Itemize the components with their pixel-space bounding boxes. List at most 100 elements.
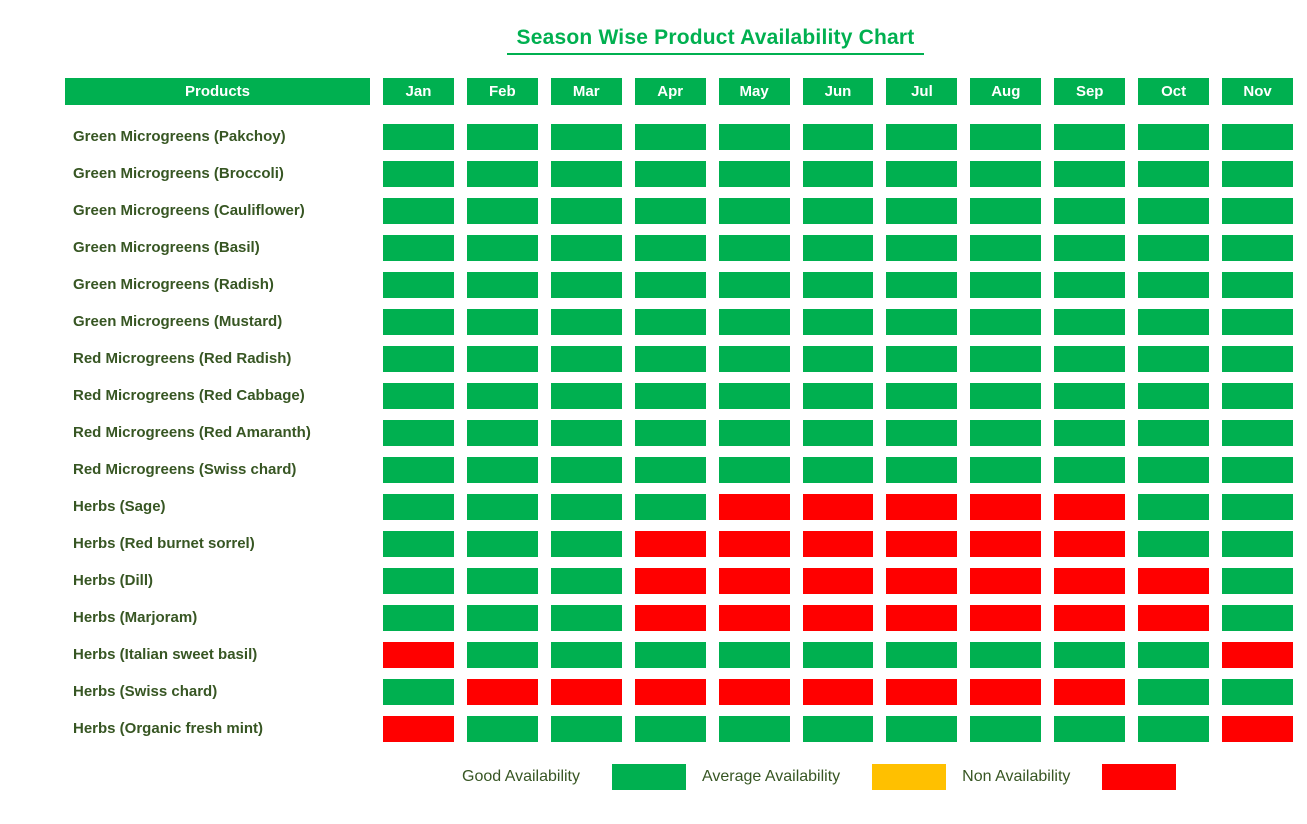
availability-cell-oct [1138, 420, 1210, 446]
availability-cell-aug [970, 235, 1042, 261]
availability-cell-jun [802, 494, 874, 520]
availability-cell-nov [1222, 124, 1293, 150]
availability-cell-oct [1138, 716, 1210, 742]
availability-cell-jan [383, 457, 454, 483]
availability-cell-nov [1222, 716, 1293, 742]
availability-cell-may [718, 642, 790, 668]
availability-cell-aug [970, 568, 1042, 594]
availability-cell-nov [1222, 642, 1293, 668]
product-label: Herbs (Italian sweet basil) [73, 646, 258, 663]
availability-cell-aug [970, 679, 1042, 705]
availability-cell-aug [970, 494, 1042, 520]
availability-cell-apr [634, 679, 706, 705]
availability-cell-feb [466, 716, 538, 742]
products-column-header: Products [65, 78, 370, 105]
availability-cell-nov [1222, 457, 1293, 483]
availability-cell-feb [466, 346, 538, 372]
availability-cell-jul [886, 494, 958, 520]
availability-cell-jan [383, 716, 454, 742]
availability-cell-aug [970, 531, 1042, 557]
availability-cell-nov [1222, 531, 1293, 557]
legend-item-average: Average Availability [702, 764, 947, 790]
availability-cell-mar [550, 494, 622, 520]
availability-cell-may [718, 679, 790, 705]
availability-cell-mar [550, 531, 622, 557]
product-label: Red Microgreens (Red Amaranth) [73, 424, 311, 441]
product-label: Red Microgreens (Swiss chard) [73, 461, 297, 478]
availability-cell-sep [1054, 716, 1126, 742]
availability-cell-jan [383, 346, 454, 372]
availability-cell-aug [970, 124, 1042, 150]
availability-cell-mar [550, 309, 622, 335]
availability-cell-oct [1138, 457, 1210, 483]
availability-cell-jul [886, 235, 958, 261]
availability-cell-feb [466, 272, 538, 298]
availability-cell-jul [886, 531, 958, 557]
availability-cell-feb [466, 161, 538, 187]
product-label: Green Microgreens (Basil) [73, 239, 260, 256]
availability-cell-may [718, 235, 790, 261]
availability-cell-jun [802, 272, 874, 298]
product-label: Herbs (Organic fresh mint) [73, 720, 264, 737]
availability-cell-oct [1138, 605, 1210, 631]
product-label: Green Microgreens (Cauliflower) [73, 202, 305, 219]
product-label: Herbs (Swiss chard) [73, 683, 218, 700]
availability-cell-apr [634, 642, 706, 668]
availability-cell-jun [802, 198, 874, 224]
availability-cell-feb [466, 531, 538, 557]
availability-cell-jan [383, 235, 454, 261]
availability-cell-feb [466, 642, 538, 668]
availability-cell-may [718, 309, 790, 335]
availability-cell-apr [634, 383, 706, 409]
availability-cell-mar [550, 161, 622, 187]
availability-cell-may [718, 420, 790, 446]
availability-cell-feb [466, 383, 538, 409]
availability-cell-mar [550, 346, 622, 372]
availability-cell-aug [970, 457, 1042, 483]
availability-cell-oct [1138, 642, 1210, 668]
availability-cell-jan [383, 679, 454, 705]
month-header-feb: Feb [466, 78, 538, 105]
availability-cell-may [718, 346, 790, 372]
availability-cell-feb [466, 198, 538, 224]
availability-cell-jan [383, 531, 454, 557]
availability-cell-sep [1054, 642, 1126, 668]
availability-cell-oct [1138, 383, 1210, 409]
availability-cell-sep [1054, 383, 1126, 409]
availability-cell-apr [634, 235, 706, 261]
availability-cell-oct [1138, 679, 1210, 705]
availability-grid: Green Microgreens (Pakchoy) Green Microgr… [65, 124, 1293, 742]
availability-cell-oct [1138, 272, 1210, 298]
availability-cell-jul [886, 679, 958, 705]
availability-cell-mar [550, 235, 622, 261]
availability-cell-mar [550, 457, 622, 483]
availability-cell-sep [1054, 605, 1126, 631]
availability-cell-jun [802, 605, 874, 631]
availability-cell-may [718, 531, 790, 557]
legend-item-good: Good Availability [462, 764, 686, 790]
availability-cell-sep [1054, 420, 1126, 446]
availability-cell-jul [886, 124, 958, 150]
availability-cell-sep [1054, 161, 1126, 187]
availability-cell-jun [802, 161, 874, 187]
availability-cell-feb [466, 124, 538, 150]
product-label: Herbs (Dill) [73, 572, 154, 589]
availability-cell-feb [466, 420, 538, 446]
table-header-row: Products Jan Feb Mar Apr May Jun Jul Aug Sep Oct N… [65, 78, 1293, 105]
availability-cell-jul [886, 198, 958, 224]
availability-cell-aug [970, 383, 1042, 409]
availability-cell-nov [1222, 235, 1293, 261]
legend: Good Availability Average Availability Non… [462, 764, 1307, 790]
availability-cell-jul [886, 568, 958, 594]
legend-label-good: Good Availability [462, 768, 580, 785]
availability-cell-apr [634, 161, 706, 187]
month-header-sep: Sep [1054, 78, 1126, 105]
availability-cell-oct [1138, 198, 1210, 224]
availability-cell-jul [886, 716, 958, 742]
availability-cell-oct [1138, 309, 1210, 335]
availability-cell-feb [466, 679, 538, 705]
availability-cell-jun [802, 531, 874, 557]
availability-cell-sep [1054, 679, 1126, 705]
availability-cell-sep [1054, 235, 1126, 261]
availability-cell-nov [1222, 161, 1293, 187]
